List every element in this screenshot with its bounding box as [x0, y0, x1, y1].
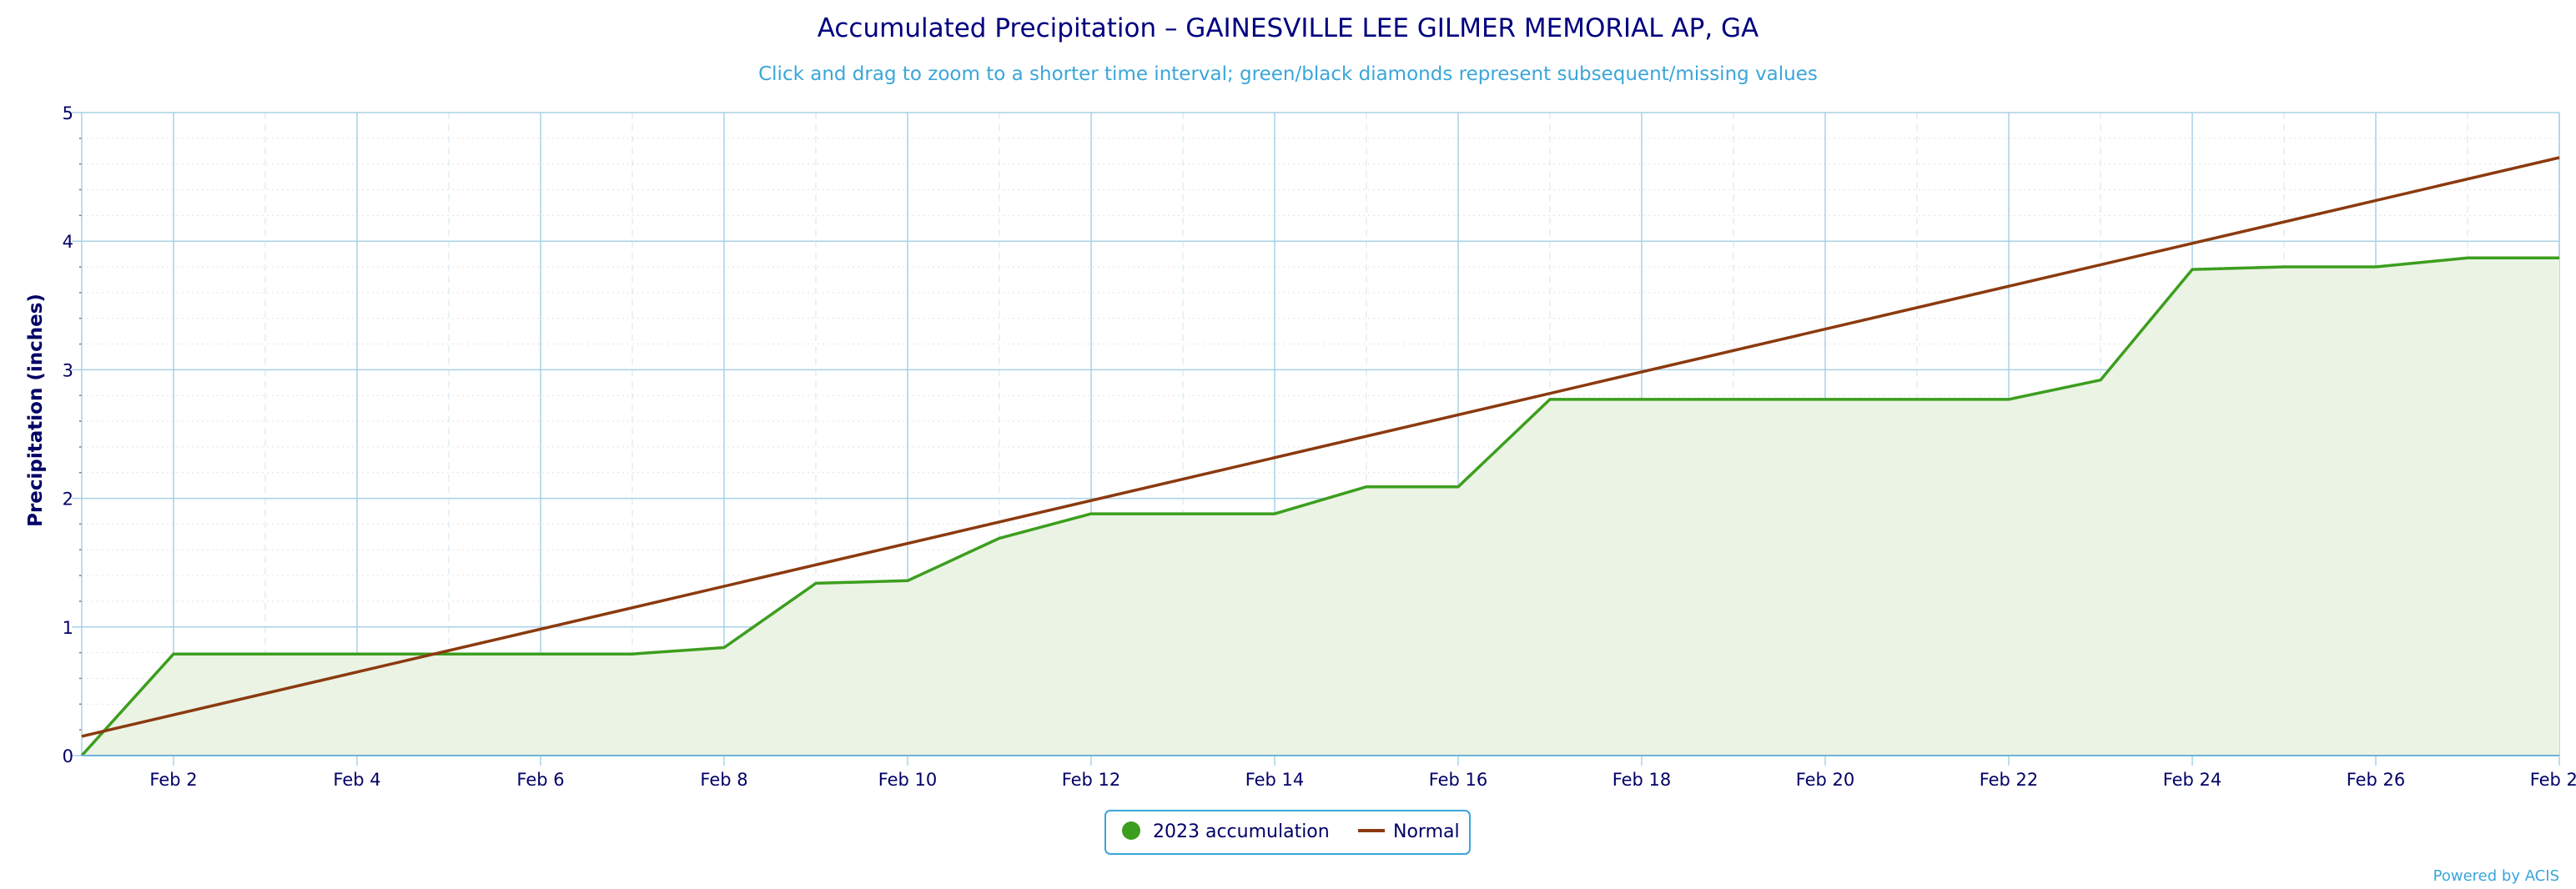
accumulation-point[interactable] [994, 533, 1004, 543]
accumulation-point[interactable] [1545, 394, 1555, 404]
y-tick-label: 1 [63, 618, 73, 638]
x-tick-label: Feb 2 [149, 770, 197, 790]
accumulation-point[interactable] [1637, 394, 1647, 404]
accumulation-point[interactable] [2279, 262, 2289, 272]
x-tick-label: Feb 8 [700, 770, 747, 790]
accumulation-point[interactable] [2096, 375, 2106, 385]
accumulation-point[interactable] [811, 578, 821, 588]
accumulation-point[interactable] [1270, 509, 1280, 519]
accumulation-point[interactable] [1086, 509, 1096, 519]
y-tick-label: 3 [63, 360, 73, 380]
y-tick-label: 5 [63, 103, 73, 123]
accumulation-point[interactable] [1912, 394, 1922, 404]
normal-line[interactable] [81, 156, 2560, 738]
accumulation-point[interactable] [2371, 262, 2381, 272]
accumulation-point[interactable] [2554, 253, 2564, 263]
x-tick-label: Feb 14 [1245, 770, 1305, 790]
area-layer [82, 258, 2559, 756]
accumulation-point[interactable] [2187, 264, 2197, 274]
credit-link[interactable]: Powered by ACIS [2433, 867, 2559, 885]
accumulation-point[interactable] [169, 649, 179, 659]
accumulation-point[interactable] [2004, 394, 2014, 404]
x-tick-label: Feb 28 [2530, 770, 2576, 790]
x-tick-label: Feb 16 [1429, 770, 1488, 790]
chart-title: Accumulated Precipitation – GAINESVILLE … [818, 13, 1759, 43]
chart-subtitle: Click and drag to zoom to a shorter time… [758, 63, 1818, 85]
y-tick-label: 0 [63, 746, 73, 766]
accumulation-point[interactable] [1453, 482, 1463, 492]
accumulation-point[interactable] [719, 642, 729, 652]
accumulation-line[interactable] [80, 256, 2559, 757]
y-tick-label: 2 [63, 490, 73, 510]
legend-item-normal[interactable]: Normal [1358, 821, 1460, 842]
accumulation-point[interactable] [1728, 394, 1738, 404]
y-tick-label: 4 [63, 232, 73, 252]
x-tick-label: Feb 12 [1062, 770, 1121, 790]
x-tick-label: Feb 24 [2163, 770, 2222, 790]
axis-layer: 0 1 2 3 4 5 Feb 2 Feb 4 Feb 6 Feb 8 Feb 10 Feb 12 Fe… [63, 103, 2576, 790]
legend-box [1104, 810, 1471, 855]
x-tick-label: Feb 22 [1980, 770, 2039, 790]
x-tick-label: Feb 4 [333, 770, 380, 790]
accumulation-point[interactable] [260, 649, 270, 659]
legend-label-2023-accumulation: 2023 accumulation [1153, 821, 1330, 842]
accumulation-point[interactable] [2463, 253, 2473, 263]
accumulation-point[interactable] [1361, 482, 1371, 492]
legend-label-normal: Normal [1393, 821, 1460, 842]
accumulation-point[interactable] [352, 649, 362, 659]
accumulation-point[interactable] [1178, 509, 1188, 519]
legend-marker-2023-accumulation [1122, 821, 1140, 840]
x-tick-label: Feb 6 [516, 770, 564, 790]
x-tick-label: Feb 10 [878, 770, 938, 790]
accumulation-point[interactable] [536, 649, 546, 659]
accumulation-point[interactable] [627, 649, 637, 659]
legend-item-2023-accumulation[interactable]: 2023 accumulation [1122, 821, 1330, 842]
accumulation-area [82, 258, 2559, 756]
accumulation-point[interactable] [903, 575, 913, 585]
series-layer[interactable] [77, 156, 2564, 761]
x-tick-label: Feb 20 [1796, 770, 1855, 790]
x-tick-label: Feb 18 [1613, 770, 1672, 790]
accumulation-point[interactable] [1820, 394, 1830, 404]
x-tick-label: Feb 26 [2347, 770, 2406, 790]
legend[interactable]: 2023 accumulation Normal [1104, 810, 1471, 855]
y-axis-label: Precipitation (inches) [25, 294, 47, 527]
